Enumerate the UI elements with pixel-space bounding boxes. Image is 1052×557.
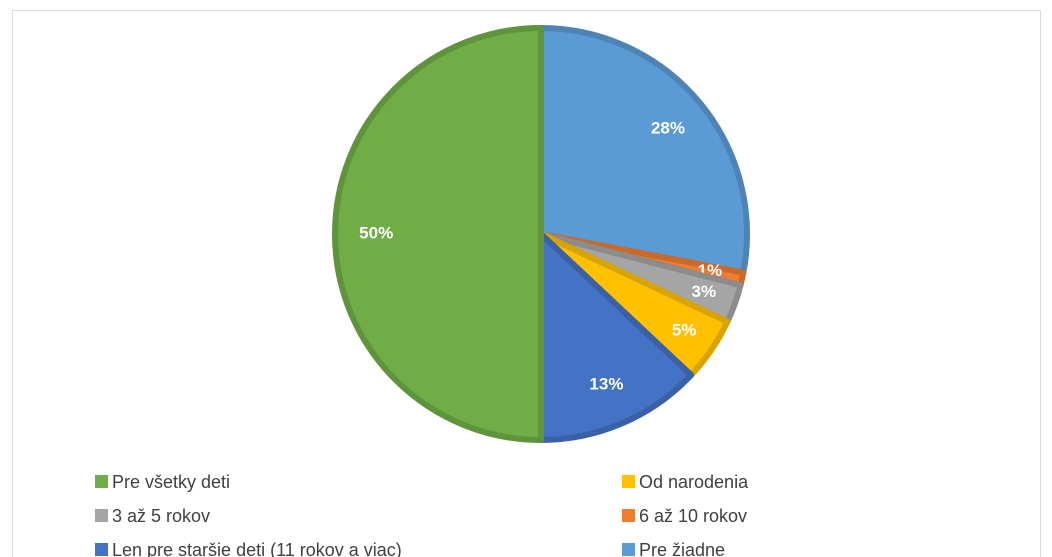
legend-label: 3 až 5 rokov — [112, 506, 210, 526]
legend-swatch — [95, 475, 108, 488]
data-label: 3% — [692, 282, 717, 301]
legend-label: Od narodenia — [639, 472, 749, 492]
legend-swatch — [95, 543, 108, 556]
legend-swatch — [95, 509, 108, 522]
legend-label: Pre všetky deti — [112, 472, 230, 492]
pie-slice — [538, 25, 750, 276]
data-label: 28% — [651, 118, 685, 137]
legend-swatch — [622, 543, 635, 556]
legend-swatch — [622, 475, 635, 488]
legend-label: 6 až 10 rokov — [639, 506, 747, 526]
legend-swatch — [622, 509, 635, 522]
legend-label: Len pre staršie deti (11 rokov a viac) — [112, 540, 402, 557]
pie-slice — [538, 231, 695, 443]
legend-label: Pre žiadne — [639, 540, 725, 557]
pie-slice — [332, 25, 544, 443]
data-label: 50% — [359, 223, 393, 242]
data-label: 5% — [672, 321, 697, 340]
data-label: 13% — [589, 375, 623, 394]
